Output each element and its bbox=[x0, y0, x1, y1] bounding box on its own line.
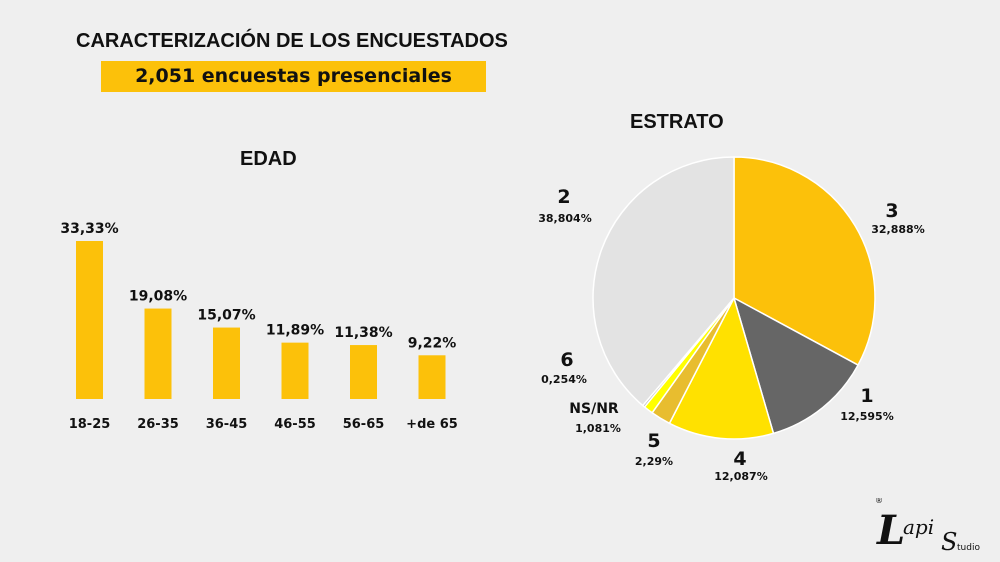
bar-category-label: 26-35 bbox=[137, 417, 179, 432]
bar-36-45 bbox=[213, 327, 240, 399]
bar-chart-title: EDAD bbox=[240, 148, 297, 170]
page-title: CARACTERIZACIÓN DE LOS ENCUESTADOS bbox=[76, 30, 508, 52]
bar-value-label: 11,89% bbox=[266, 323, 324, 339]
bar-category-label: 36-45 bbox=[206, 417, 248, 432]
pie-slice-percent: 2,29% bbox=[635, 455, 673, 468]
pie-slice-percent: 0,254% bbox=[541, 373, 587, 386]
subtitle-text: 2,051 encuestas presenciales bbox=[135, 65, 452, 87]
pie-slice-label: NS/NR bbox=[569, 401, 619, 417]
subtitle-banner: 2,051 encuestas presenciales bbox=[101, 61, 486, 92]
pie-slice-4 bbox=[668, 295, 775, 440]
bar-value-label: 9,22% bbox=[408, 335, 457, 351]
svg-text:S: S bbox=[941, 528, 957, 556]
pie-slice-3 bbox=[733, 156, 876, 367]
estrato-pie-chart: 332,888% 1 12,595% 412,087% 5 2,29% NS/NR 1,081… bbox=[538, 156, 925, 483]
lapi-studio-logo: ® L api S tudio bbox=[875, 498, 980, 556]
bar-+de 65 bbox=[418, 355, 446, 399]
bar-56-65 bbox=[350, 345, 377, 399]
pie-slice-label: 5 bbox=[647, 430, 660, 452]
pie-slice-label: 6 bbox=[560, 349, 573, 371]
pie-slice-percent: 38,804% bbox=[538, 212, 591, 225]
bar-46-55 bbox=[281, 342, 309, 399]
pie-slice-2 bbox=[592, 156, 735, 407]
bar-category-label: 56-65 bbox=[343, 417, 385, 432]
pie-slice-label: 2 bbox=[557, 186, 570, 208]
svg-text:L: L bbox=[876, 507, 905, 554]
pie-chart-title: ESTRATO bbox=[630, 111, 724, 133]
bar-category-label: +de 65 bbox=[406, 417, 458, 432]
pie-slice-label: 1 bbox=[860, 385, 873, 407]
pie-slice-label: 3 bbox=[885, 200, 898, 222]
pie-slice-label: 4 bbox=[733, 448, 746, 470]
pie-slice-1 bbox=[732, 296, 860, 435]
pie-slice-percent: 1,081% bbox=[575, 422, 621, 435]
bar-value-label: 11,38% bbox=[334, 325, 392, 341]
pie-slice-percent: 12,087% bbox=[714, 470, 767, 483]
bar-value-label: 15,07% bbox=[197, 308, 255, 324]
bar-category-label: 46-55 bbox=[274, 417, 316, 432]
svg-text:api: api bbox=[903, 515, 934, 539]
svg-text:®: ® bbox=[875, 498, 883, 505]
pie-slice-percent: 12,595% bbox=[840, 410, 893, 423]
bar-18-25 bbox=[76, 241, 103, 399]
bar-category-label: 18-25 bbox=[69, 417, 111, 432]
bar-value-label: 33,33% bbox=[60, 221, 118, 237]
age-bar-chart: 33,33% 18-25 19,08% 26-35 15,07% 36-45 11,89% 4… bbox=[60, 221, 458, 432]
pie-slice-percent: 32,888% bbox=[871, 223, 924, 236]
svg-text:tudio: tudio bbox=[957, 543, 980, 553]
bar-value-label: 19,08% bbox=[129, 289, 187, 305]
bar-26-35 bbox=[144, 308, 172, 399]
